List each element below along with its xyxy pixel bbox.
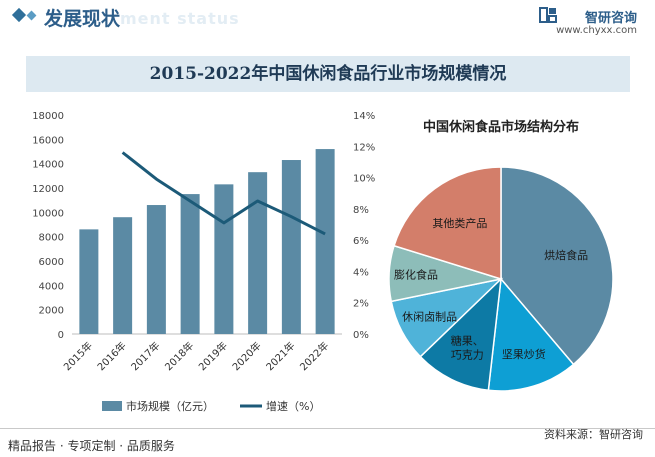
y-right-tick-label: 4% <box>353 267 369 278</box>
figure-title-bar: 2015-2022年中国休闲食品行业市场规模情况 <box>26 56 630 92</box>
legend-line-label: 增速（%） <box>266 399 320 413</box>
y-left-tick-label: 8000 <box>39 233 64 244</box>
bar <box>281 160 301 334</box>
y-right-tick-label: 2% <box>353 299 369 310</box>
pie-slice <box>500 166 614 366</box>
y-left-tick-label: 10000 <box>32 208 64 219</box>
pie-slice <box>393 166 502 281</box>
growth-line <box>121 151 326 236</box>
bar <box>248 172 268 334</box>
x-tick-label: 2020年 <box>229 339 263 373</box>
y-left-tick-label: 0 <box>58 330 64 341</box>
y-right-tick-label: 0% <box>353 330 369 341</box>
pie-label: 坚果炒货 <box>502 347 546 361</box>
legend-bar-swatch <box>102 401 122 411</box>
footer-divider <box>0 428 655 429</box>
brand-logo-icon <box>539 7 557 23</box>
x-tick-label: 2016年 <box>94 339 128 373</box>
bar <box>113 217 133 334</box>
brand-name: 智研咨询 <box>584 11 637 26</box>
brand-url[interactable]: www.chyxx.com <box>556 25 637 36</box>
x-tick-label: 2015年 <box>61 339 95 373</box>
pie-label: 其他类产品 <box>432 216 487 230</box>
y-left-tick-label: 18000 <box>32 111 64 122</box>
x-tick-label: 2022年 <box>297 339 331 373</box>
y-right-tick-label: 10% <box>353 174 375 185</box>
legend-bar-label: 市场规模（亿元） <box>126 399 214 413</box>
y-right-tick-label: 8% <box>353 205 369 216</box>
x-tick-label: 2018年 <box>162 339 196 373</box>
figure-title: 2015-2022年中国休闲食品行业市场规模情况 <box>149 64 507 84</box>
source-note: 资料来源：智研咨询 <box>544 428 643 441</box>
footer-tagline: 精品报告 · 专项定制 · 品质服务 <box>8 439 175 453</box>
bar <box>146 205 166 334</box>
y-right-tick-label: 6% <box>353 236 369 247</box>
y-left-tick-label: 12000 <box>32 184 64 195</box>
x-tick-label: 2021年 <box>263 339 297 373</box>
y-left-tick-label: 6000 <box>39 257 64 268</box>
section-subtitle: ment status <box>120 9 240 28</box>
y-left-tick-label: 14000 <box>32 160 64 171</box>
header: 发展现状 ment status 智研咨询 www.chyxx.com <box>0 0 655 40</box>
pie-label: 膨化食品 <box>394 268 438 282</box>
y-right-tick-label: 12% <box>353 142 375 153</box>
pie-label: 糖果、 <box>451 333 484 347</box>
pie-slice <box>487 277 575 392</box>
bar <box>315 149 335 334</box>
x-tick-label: 2017年 <box>128 339 162 373</box>
pie-slice <box>419 277 502 392</box>
y-right-tick-label: 14% <box>353 111 375 122</box>
y-left-tick-label: 2000 <box>39 306 64 317</box>
brand: 智研咨询 www.chyxx.com <box>517 7 637 37</box>
pie-title: 中国休闲食品市场结构分布 <box>423 119 579 135</box>
pie-label: 巧克力 <box>451 348 484 361</box>
bar <box>180 194 200 334</box>
pie-label: 烘焙食品 <box>544 248 588 262</box>
bar <box>79 229 99 334</box>
y-left-tick-label: 16000 <box>32 135 64 146</box>
x-tick-label: 2019年 <box>196 339 230 373</box>
pie-label: 休闲卤制品 <box>402 310 457 324</box>
section-title: 发展现状 <box>44 8 121 30</box>
y-left-tick-label: 4000 <box>39 281 64 292</box>
bar <box>214 184 234 334</box>
